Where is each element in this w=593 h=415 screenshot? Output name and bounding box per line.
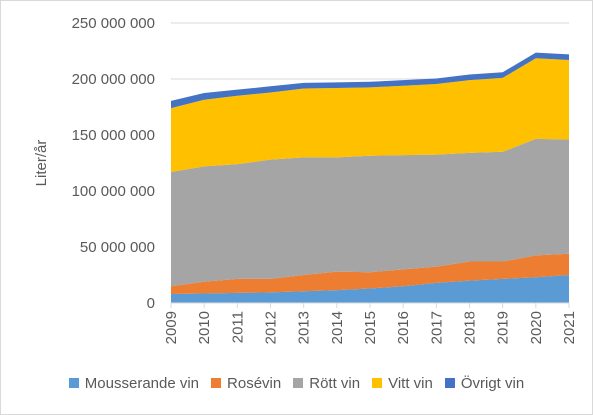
legend-item: Vitt vin [372, 375, 433, 392]
legend-label: Vitt vin [388, 374, 433, 392]
area-ros-vin [171, 253, 569, 295]
x-tick-label: 2011 [229, 311, 246, 343]
legend-item: Rött vin [293, 375, 360, 392]
y-tick-label: 200 000 000 [72, 71, 155, 88]
legend-swatch [211, 378, 222, 388]
x-tick-label: 2020 [528, 311, 545, 344]
legend-label: Övrigt vin [460, 374, 525, 392]
x-tick-label: 2013 [296, 311, 313, 344]
y-tick-label: 100 000 000 [72, 183, 155, 200]
legend-item: Mousserande vin [68, 374, 200, 392]
x-tick-label: 2018 [462, 311, 479, 344]
y-axis-ticks: 0 50 000 000 100 000 000 150 000 000 200 000… [72, 15, 155, 312]
legend-swatch [372, 378, 383, 388]
x-tick-label: 2015 [362, 311, 379, 344]
y-axis-title: Liter/år [33, 140, 50, 187]
area-series [171, 52, 569, 303]
x-tick-label: 2012 [263, 311, 280, 344]
area-vitt-vin [171, 58, 569, 172]
x-tick-label: 2021 [561, 311, 578, 344]
y-tick-label: 250 000 000 [72, 15, 155, 32]
x-tick-label: 2010 [196, 311, 213, 344]
legend-swatch [444, 378, 455, 388]
x-tick-label: 2016 [395, 311, 412, 344]
legend: Mousserande vin Rosévin Rött vin Vitt vin Öv… [0, 372, 593, 394]
legend-swatch [293, 378, 304, 388]
x-tick-label: 2019 [495, 311, 512, 344]
legend-item: Rosévin [211, 375, 281, 392]
x-tick-label: 2017 [428, 311, 445, 344]
x-tick-label: 2009 [163, 311, 180, 344]
legend-label: Mousserande vin [84, 374, 200, 392]
y-tick-label: 0 [147, 295, 155, 312]
legend-label: Rött vin [309, 374, 361, 392]
x-axis-ticks: 2009 2010 2011 2012 2013 2014 2015 2016 2017 2018… [163, 303, 578, 344]
area-r-tt-vin [171, 138, 569, 287]
legend-swatch [68, 378, 79, 388]
y-tick-label: 50 000 000 [80, 239, 155, 256]
x-tick-label: 2014 [329, 311, 346, 344]
legend-label: Rosévin [227, 374, 282, 392]
y-tick-label: 150 000 000 [72, 127, 155, 144]
area-mousserande-vin [171, 275, 569, 303]
legend-item: Övrigt vin [444, 374, 525, 392]
area--vrigt-vin [171, 52, 569, 109]
